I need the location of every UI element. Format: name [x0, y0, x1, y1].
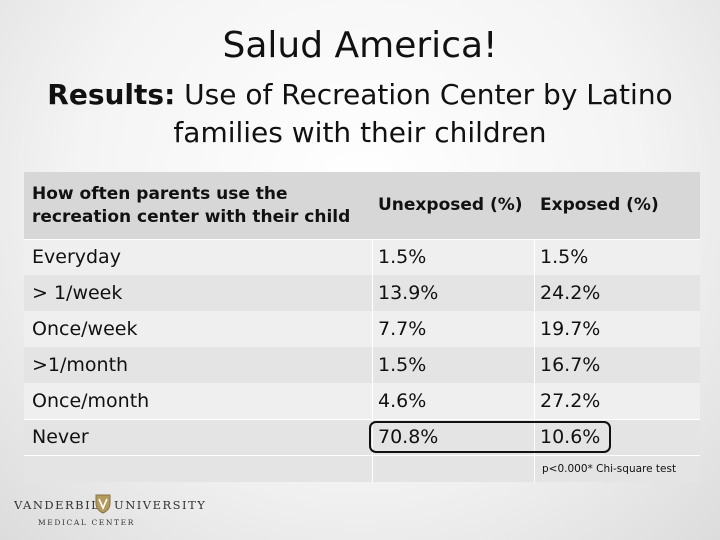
exposed-value: 10.6%	[540, 426, 601, 448]
slide-subtitle: Results: Use of Recreation Center by Lat…	[20, 76, 700, 152]
exposed-value: 24.2%	[540, 282, 601, 304]
column-divider	[534, 239, 535, 482]
column-divider	[372, 239, 373, 482]
unexposed-value: 4.6%	[378, 390, 427, 412]
logo-subtext: MEDICAL CENTER	[38, 518, 135, 527]
row-label: > 1/week	[32, 282, 123, 304]
table-row: Once/week 7.7% 19.7%	[24, 311, 700, 347]
row-label: Once/week	[32, 318, 138, 340]
exposed-value: 19.7%	[540, 318, 601, 340]
unexposed-value: 7.7%	[378, 318, 427, 340]
row-divider	[24, 239, 700, 240]
never-row-highlight-box	[369, 421, 611, 453]
subtitle-bold: Results:	[47, 78, 176, 111]
exposed-value: 16.7%	[540, 354, 601, 376]
header-unexposed: Unexposed (%)	[378, 195, 523, 215]
logo-text-right: UNIVERSITY	[114, 498, 207, 512]
unexposed-value: 13.9%	[378, 282, 439, 304]
unexposed-value: 1.5%	[378, 354, 427, 376]
slide-title: Salud America!	[222, 25, 498, 66]
unexposed-value: 70.8%	[378, 426, 439, 448]
results-table: How often parents use the recreation cen…	[24, 172, 700, 482]
table-row: > 1/week 13.9% 24.2%	[24, 275, 700, 311]
exposed-value: 1.5%	[540, 246, 589, 268]
row-label: >1/month	[32, 354, 129, 376]
vanderbilt-logo: VANDERBILT UNIVERSITY MEDICAL CENTER	[14, 494, 205, 530]
subtitle-text: Use of Recreation Center by Latino famil…	[173, 78, 673, 149]
row-label: Everyday	[32, 246, 121, 268]
table-row: Once/month 4.6% 27.2%	[24, 383, 700, 419]
header-frequency: How often parents use the recreation cen…	[32, 183, 351, 227]
logo-text-left: VANDERBILT	[14, 498, 109, 512]
exposed-value: 27.2%	[540, 390, 601, 412]
table-row: >1/month 1.5% 16.7%	[24, 347, 700, 383]
footnote: p<0.000* Chi-square test	[542, 463, 677, 475]
row-label: Never	[32, 426, 89, 448]
table-row: Everyday 1.5% 1.5%	[24, 239, 700, 275]
row-divider	[24, 455, 700, 456]
table-row: Never 70.8% 10.6%	[24, 419, 700, 482]
row-label: Once/month	[32, 390, 150, 412]
oak-leaf-shield-icon	[95, 494, 111, 514]
header-exposed: Exposed (%)	[540, 195, 659, 215]
table-header: How often parents use the recreation cen…	[24, 172, 700, 239]
unexposed-value: 1.5%	[378, 246, 427, 268]
row-divider	[24, 419, 700, 420]
